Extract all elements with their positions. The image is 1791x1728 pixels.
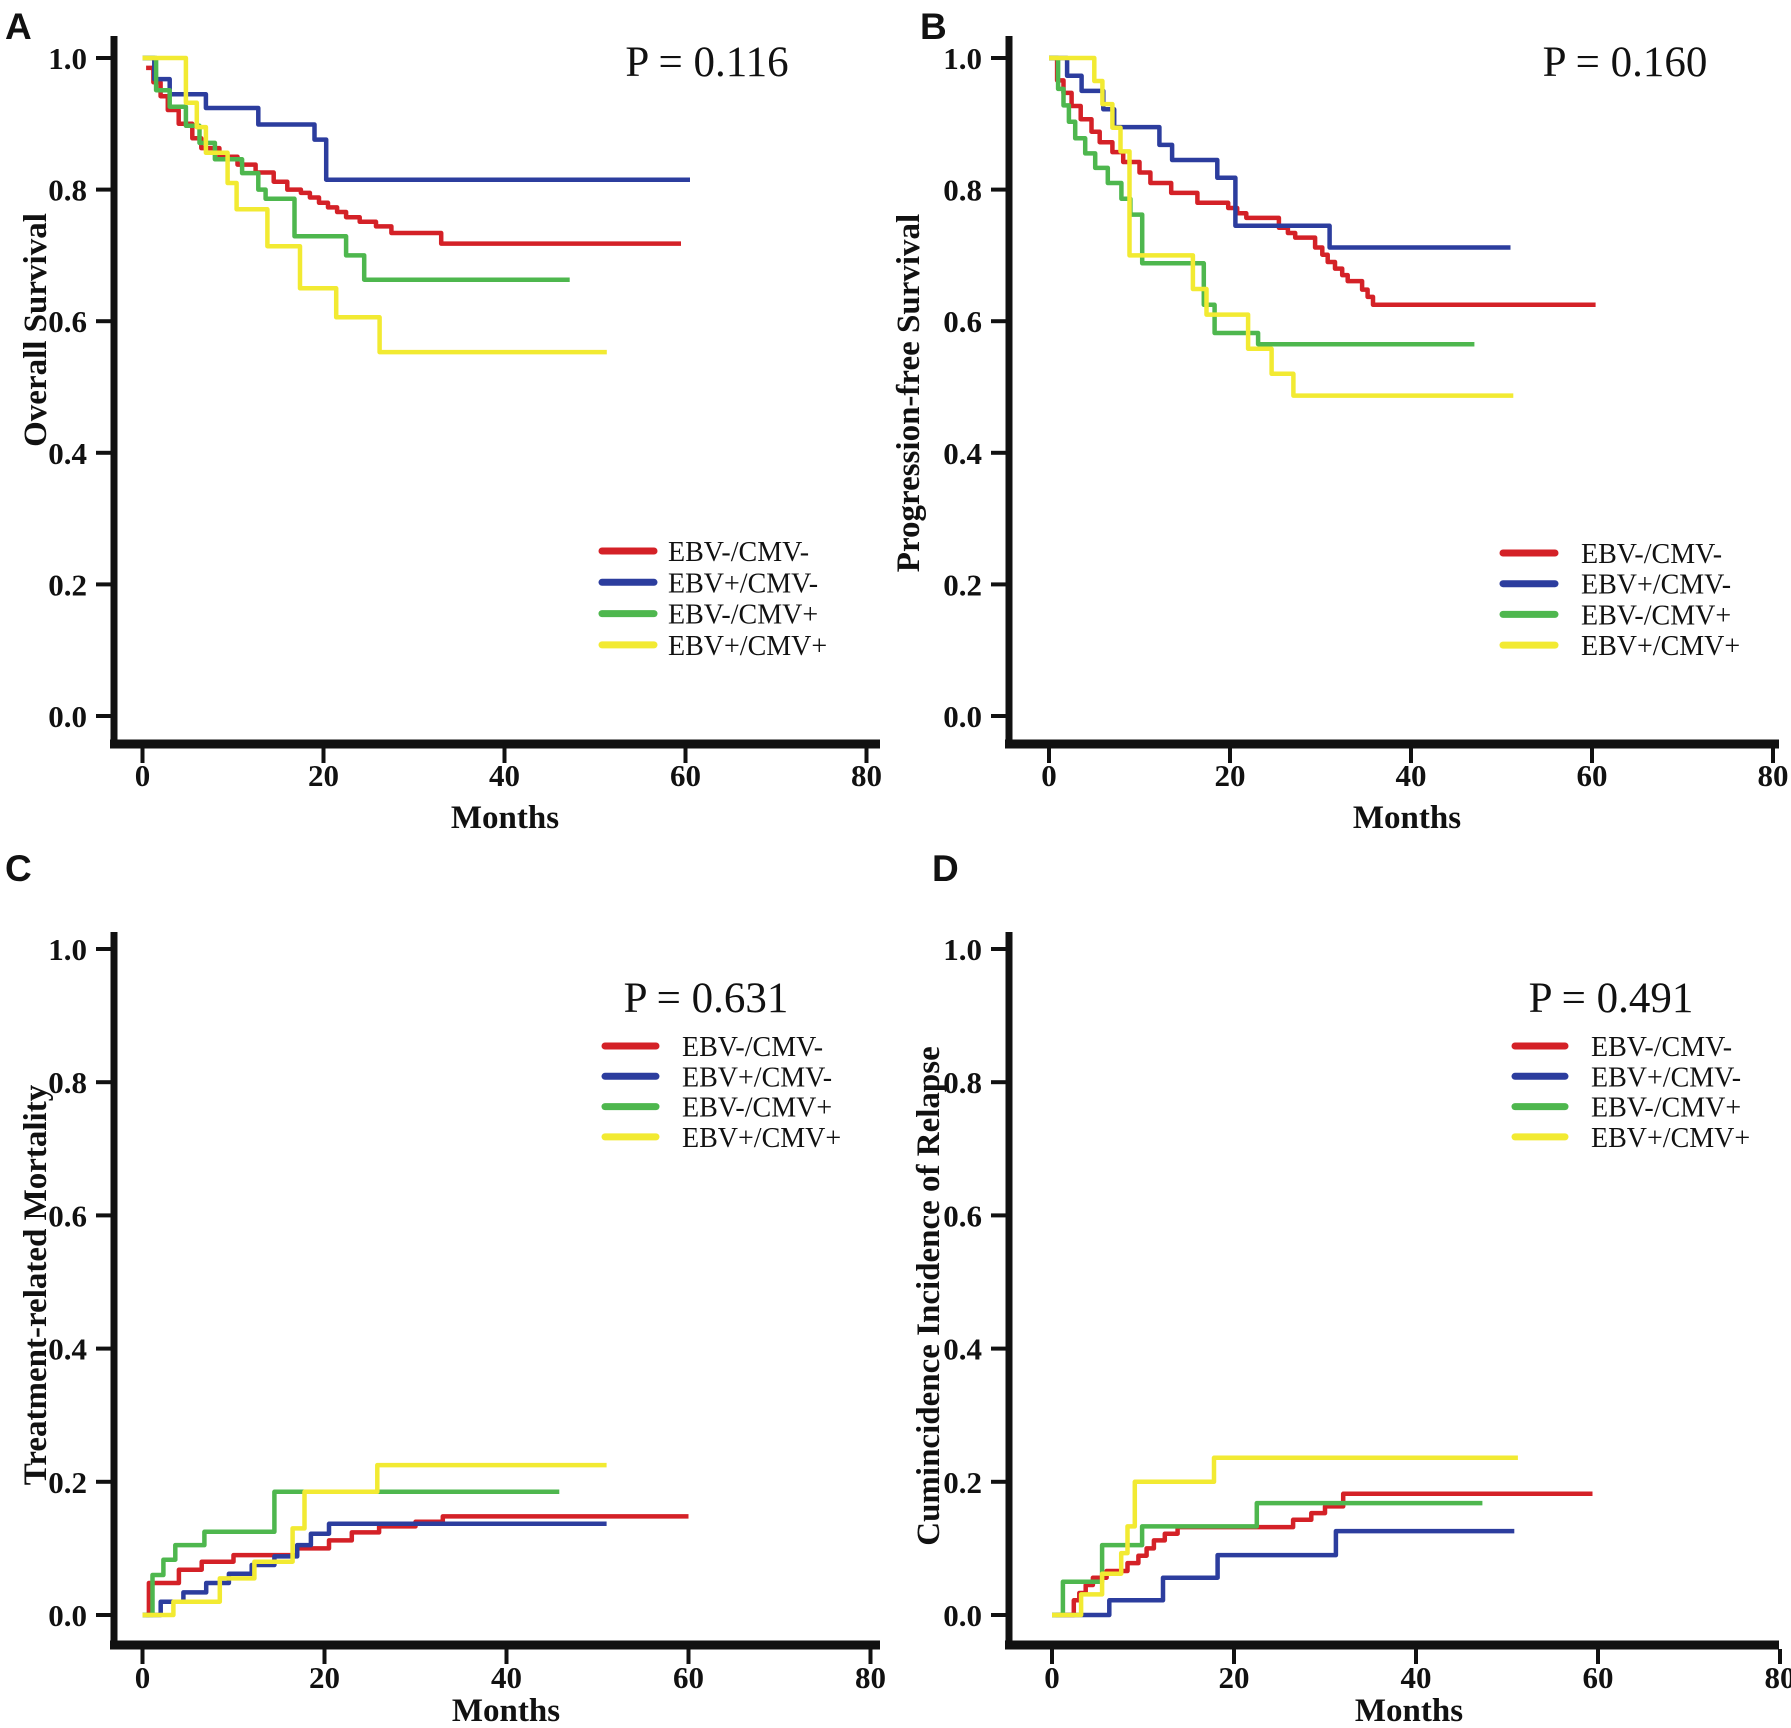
x-tick-label: 80 xyxy=(1758,758,1789,793)
y-tick-label: 0.0 xyxy=(48,699,87,734)
x-tick-label: 40 xyxy=(491,1660,522,1695)
km-curve-4 xyxy=(1049,55,1514,398)
y-tick-label: 0.2 xyxy=(943,567,982,602)
y-tick-label: 0.0 xyxy=(943,1598,982,1633)
x-tick-label: 80 xyxy=(855,1660,886,1695)
x-tick-label: 0 xyxy=(135,1660,151,1695)
y-tick-label: 0.4 xyxy=(48,436,87,471)
x-tick-label: 20 xyxy=(309,1660,340,1695)
y-tick-label: 1.0 xyxy=(48,41,87,76)
p-value-label: P = 0.160 xyxy=(1543,39,1708,86)
legend-label-1: EBV-/CMV- xyxy=(1591,1032,1732,1063)
y-axis-title: Progression-free Survival xyxy=(891,214,927,572)
x-axis-title: Months xyxy=(1355,1693,1463,1728)
km-curve-2 xyxy=(1052,1528,1515,1618)
x-tick-label: 60 xyxy=(1583,1660,1614,1695)
x-tick-label: 20 xyxy=(1215,758,1246,793)
km-curve-3 xyxy=(1052,1500,1483,1618)
p-value-label: P = 0.631 xyxy=(624,975,789,1022)
y-tick-label: 0.8 xyxy=(48,173,87,208)
x-axis-title: Months xyxy=(452,1693,560,1728)
x-axis-title: Months xyxy=(451,800,559,836)
panel-letter-a: A xyxy=(5,6,32,47)
panel-c-treatment-related-mortality-chart: 1.0 0.8 0.6 0.4 0.2 0.0 0 20 40 60 80 Months Treatme… xyxy=(18,932,886,1728)
x-tick-label: 80 xyxy=(851,758,882,793)
p-value-label: P = 0.491 xyxy=(1529,975,1694,1022)
panel-letter-c: C xyxy=(5,848,32,889)
y-tick-label: 1.0 xyxy=(943,932,982,967)
x-tick-label: 80 xyxy=(1765,1660,1791,1695)
km-curve-2 xyxy=(1049,55,1511,250)
panel-d-cumulative-incidence-relapse-chart: 1.0 0.8 0.6 0.4 0.2 0.0 0 20 40 60 80 Months Cuminci… xyxy=(911,932,1791,1728)
x-tick-label: 0 xyxy=(1044,1660,1060,1695)
y-tick-label: 0.8 xyxy=(48,1065,87,1100)
km-curve-4 xyxy=(142,55,607,355)
x-tick-label: 40 xyxy=(1396,758,1427,793)
y-tick-label: 0.2 xyxy=(943,1465,982,1500)
x-tick-label: 20 xyxy=(308,758,339,793)
km-curve-3 xyxy=(142,1489,560,1618)
p-value-label: P = 0.116 xyxy=(625,39,788,86)
x-tick-label: 40 xyxy=(1401,1660,1432,1695)
y-tick-label: 0.6 xyxy=(943,1198,982,1233)
y-tick-label: 0.6 xyxy=(48,304,87,339)
y-tick-label: 1.0 xyxy=(48,932,87,967)
y-tick-label: 0.8 xyxy=(943,1065,982,1100)
km-curve-4 xyxy=(142,1462,607,1618)
panel-letter-d: D xyxy=(932,848,959,889)
x-axis-title: Months xyxy=(1353,800,1461,836)
legend-label-3: EBV-/CMV+ xyxy=(1581,600,1731,631)
y-tick-label: 0.8 xyxy=(943,173,982,208)
y-tick-label: 0.4 xyxy=(943,1332,982,1367)
km-curve-4 xyxy=(1052,1455,1518,1618)
y-tick-label: 0.4 xyxy=(943,436,982,471)
legend-label-2: EBV+/CMV- xyxy=(1581,570,1731,601)
legend-label-1: EBV-/CMV- xyxy=(1581,539,1722,570)
km-curve-3 xyxy=(142,55,570,282)
x-tick-label: 60 xyxy=(673,1660,704,1695)
y-tick-label: 0.2 xyxy=(48,1465,87,1500)
km-curve-1 xyxy=(146,65,681,246)
x-tick-label: 60 xyxy=(670,758,701,793)
km-curve-3 xyxy=(1049,55,1475,347)
y-tick-label: 0.0 xyxy=(943,699,982,734)
km-curve-1 xyxy=(1055,1491,1593,1618)
x-tick-label: 60 xyxy=(1577,758,1608,793)
legend-label-2: EBV+/CMV- xyxy=(668,568,818,599)
panel-b-progression-free-survival-chart: 1.0 0.8 0.6 0.4 0.2 0.0 0 20 40 60 80 Months Progres… xyxy=(891,36,1789,836)
y-tick-label: 0.6 xyxy=(48,1198,87,1233)
legend-label-2: EBV+/CMV- xyxy=(682,1062,832,1093)
legend-label-3: EBV-/CMV+ xyxy=(668,600,818,631)
x-tick-label: 0 xyxy=(1041,758,1057,793)
legend-label-4: EBV+/CMV+ xyxy=(1581,631,1740,662)
legend-label-4: EBV+/CMV+ xyxy=(682,1123,841,1154)
x-tick-label: 0 xyxy=(135,758,151,793)
y-axis-title: Overall Survival xyxy=(18,213,54,447)
x-tick-label: 20 xyxy=(1219,1660,1250,1695)
legend-label-1: EBV-/CMV- xyxy=(668,537,809,568)
legend-label-3: EBV-/CMV+ xyxy=(1591,1093,1741,1124)
legend-label-1: EBV-/CMV- xyxy=(682,1032,823,1063)
y-tick-label: 0.6 xyxy=(943,304,982,339)
x-tick-label: 40 xyxy=(489,758,520,793)
y-tick-label: 0.0 xyxy=(48,1598,87,1633)
y-axis-title: Cumincidence Incidence of Relapse xyxy=(911,1046,947,1546)
y-tick-label: 1.0 xyxy=(943,41,982,76)
legend-label-3: EBV-/CMV+ xyxy=(682,1093,832,1124)
legend-label-2: EBV+/CMV- xyxy=(1591,1062,1741,1093)
panel-letter-b: B xyxy=(920,6,947,47)
y-axis-title: Treatment-related Mortality xyxy=(18,1084,54,1485)
y-tick-label: 0.4 xyxy=(48,1332,87,1367)
panel-a-overall-survival-chart: 1.0 0.8 0.6 0.4 0.2 0.0 0 20 40 60 80 Months Overall… xyxy=(18,36,882,836)
y-tick-label: 0.2 xyxy=(48,567,87,602)
legend-label-4: EBV+/CMV+ xyxy=(1591,1123,1750,1154)
legend-label-4: EBV+/CMV+ xyxy=(668,631,827,662)
